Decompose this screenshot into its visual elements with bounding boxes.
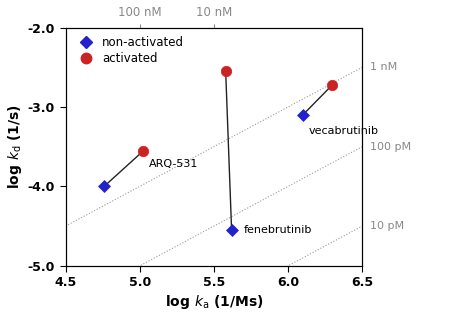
Text: ARQ-531: ARQ-531: [148, 159, 198, 169]
Text: 100 pM: 100 pM: [371, 142, 411, 152]
Y-axis label: log $\it{k}_\mathrm{d}$ (1/s): log $\it{k}_\mathrm{d}$ (1/s): [6, 104, 24, 189]
Text: 1 nM: 1 nM: [371, 62, 398, 72]
Legend: non-activated, activated: non-activated, activated: [72, 34, 186, 68]
Text: fenebrutinib: fenebrutinib: [244, 225, 312, 235]
Text: vecabrutinib: vecabrutinib: [309, 126, 379, 136]
X-axis label: log $\it{k}_\mathrm{a}$ (1/Ms): log $\it{k}_\mathrm{a}$ (1/Ms): [164, 294, 263, 311]
Text: 10 pM: 10 pM: [371, 221, 405, 231]
